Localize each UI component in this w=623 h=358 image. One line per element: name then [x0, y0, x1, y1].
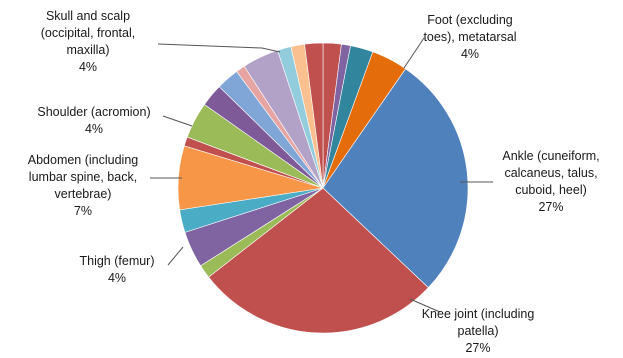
pie-slice: [208, 187, 429, 334]
leader-line: [403, 37, 425, 69]
leader-line: [167, 246, 184, 266]
pie-slices: [177, 42, 469, 334]
slice-label: Knee joint (including patella) 27%: [422, 307, 535, 355]
slice-label: Thigh (femur) 4%: [79, 254, 154, 285]
slice-label: Shoulder (acromion) 4%: [37, 105, 150, 136]
leader-line: [409, 298, 441, 313]
pie-slice: [304, 42, 324, 189]
slice-label: Foot (excluding toes), metatarsal 4%: [423, 13, 516, 61]
leader-line: [157, 43, 281, 53]
slice-label: Ankle (cuneiform, calcaneus, talus, cuboid…: [502, 149, 599, 214]
leader-line: [162, 115, 193, 127]
slice-labels: Foot (excluding toes), metatarsal 4% Ankle …: [28, 9, 600, 355]
slice-label: Abdomen (including lumbar spine, back, ver…: [28, 153, 139, 218]
leader-lines: [150, 37, 493, 313]
pie-slice: [322, 68, 469, 289]
slice-label: Skull and scalp (occipital, frontal, maxil…: [41, 9, 135, 74]
